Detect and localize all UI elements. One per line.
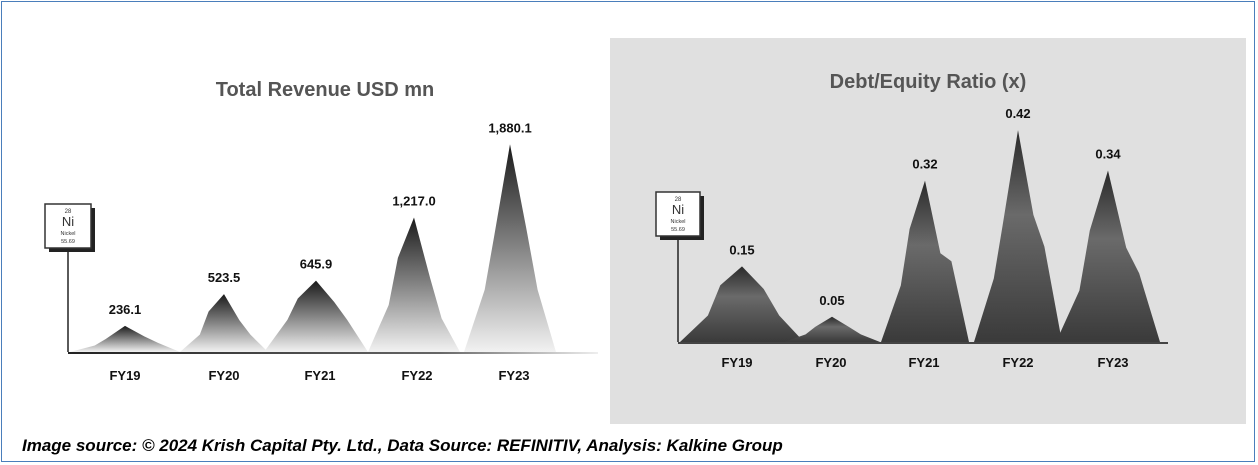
x-tick-FY21: FY21 [908, 355, 939, 370]
x-tick-FY20: FY20 [815, 355, 846, 370]
value-label-FY20: 523.5 [208, 270, 241, 285]
element-number: 28 [65, 209, 72, 215]
x-tick-FY20: FY20 [208, 368, 239, 383]
element-number: 28 [675, 197, 682, 203]
value-label-FY20: 0.05 [819, 293, 844, 308]
peak-FY21 [881, 180, 969, 342]
peak-FY20 [784, 316, 880, 342]
revenue-chart-title: Total Revenue USD mn [216, 79, 435, 101]
peak-FY23 [1056, 170, 1160, 342]
element-name: Nickel [671, 219, 686, 225]
revenue-value-labels: 236.1 523.5 645.9 1,217.0 1,880.1 [109, 120, 532, 317]
element-symbol: Ni [62, 214, 74, 229]
value-label-FY22: 0.42 [1005, 106, 1030, 121]
debt-equity-chart: Debt/Equity Ratio (x) 0.150.050.320.420.… [678, 71, 1168, 370]
x-tick-FY22: FY22 [1002, 355, 1033, 370]
peak-FY19 [680, 266, 804, 342]
x-tick-FY19: FY19 [109, 368, 140, 383]
x-tick-FY19: FY19 [721, 355, 752, 370]
x-tick-FY23: FY23 [1097, 355, 1128, 370]
value-label-FY22: 1,217.0 [392, 194, 435, 209]
nickel-element-icon: 28 Ni Nickel 55.69 [655, 191, 704, 342]
baseline [68, 352, 598, 354]
element-symbol: Ni [672, 202, 684, 217]
peak-FY19 [70, 325, 180, 352]
peak-FY20 [180, 294, 268, 352]
value-label-FY21: 645.9 [300, 257, 333, 272]
peak-FY22 [974, 130, 1062, 342]
x-tick-FY22: FY22 [401, 368, 432, 383]
revenue-chart: Total Revenue USD mn 236.1 523.5 645.9 1,21… [68, 79, 598, 383]
value-label-FY21: 0.32 [912, 157, 937, 172]
nickel-element-icon: 28 Ni Nickel 55.69 [44, 203, 95, 352]
peak-FY23 [464, 144, 556, 352]
element-name: Nickel [61, 231, 76, 237]
value-label-FY23: 0.34 [1095, 147, 1121, 162]
debt-equity-value-labels: 0.15 0.05 0.32 0.42 0.34 [729, 106, 1121, 308]
debt-equity-x-ticks: FY19 FY20 FY21 FY22 FY23 [721, 355, 1128, 370]
revenue-marks [68, 144, 598, 354]
value-label-FY19: 0.15 [729, 242, 754, 257]
charts-canvas: Total Revenue USD mn 236.1 523.5 645.9 1,21… [44, 71, 1168, 383]
value-label-FY23: 1,880.1 [488, 120, 531, 135]
baseline [678, 342, 1168, 344]
debt-equity-marks [678, 130, 1168, 344]
element-mass: 55.69 [61, 239, 75, 245]
x-tick-FY21: FY21 [304, 368, 335, 383]
peak-FY22 [368, 217, 460, 352]
value-label-FY19: 236.1 [109, 302, 142, 317]
revenue-x-ticks: FY19 FY20 FY21 FY22 FY23 [109, 368, 529, 383]
peak-FY21 [264, 280, 368, 352]
element-mass: 55.69 [671, 227, 685, 233]
image-source-caption: Image source: © 2024 Krish Capital Pty. … [22, 436, 783, 455]
debt-equity-chart-title: Debt/Equity Ratio (x) [830, 71, 1027, 93]
x-tick-FY23: FY23 [498, 368, 529, 383]
